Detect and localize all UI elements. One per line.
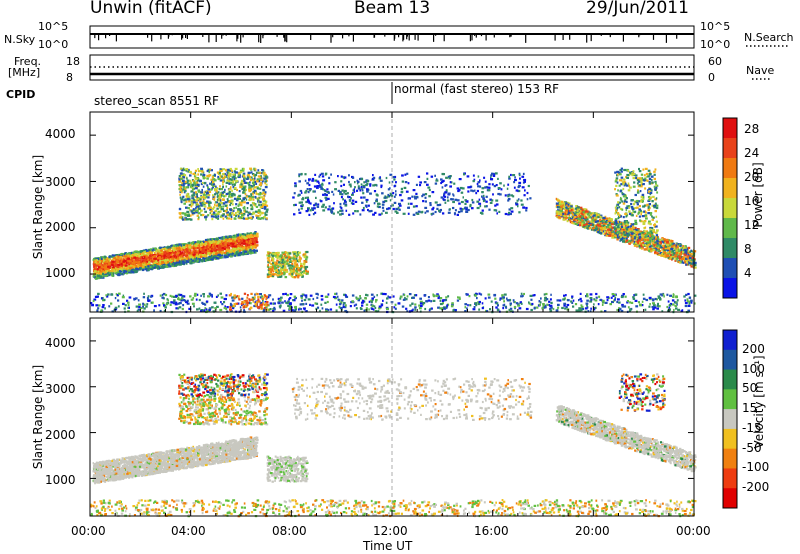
velocity-colorbar-swatch-7 — [723, 468, 737, 489]
velocity-upper-patches — [178, 373, 269, 426]
freq-unit: [MHz] — [8, 66, 41, 79]
power-colorbar-tick: 20 — [744, 170, 760, 184]
nave-tick-bottom: 0 — [708, 71, 715, 84]
power-colorbar-tick: 4 — [744, 266, 752, 280]
xtick-0000: 00:00 — [71, 524, 106, 538]
velocity-colorbar-tick: -15 — [742, 420, 762, 435]
velocity-colorbar-tick: 15 — [742, 401, 758, 416]
power-colorbar-swatch-8 — [723, 278, 737, 299]
power-colorbar-tick: 12 — [744, 218, 760, 232]
power-lower-band — [92, 231, 259, 280]
nave-tick-top: 60 — [708, 55, 722, 68]
power-colorbar-swatch-4 — [723, 198, 737, 219]
freq-tick-top: 18 — [66, 55, 80, 68]
velocity-colorbar-tick: -50 — [742, 440, 762, 455]
velocity-colorbar-swatch-6 — [723, 448, 737, 469]
power-colorbar-swatch-1 — [723, 138, 737, 159]
velocity-midday-clutter — [291, 377, 533, 421]
nsearch-label: N.Search — [744, 31, 794, 44]
power-colorbar-swatch-7 — [723, 258, 737, 279]
power-colorbar-swatch-0 — [723, 118, 737, 139]
velocity-evening-band — [555, 405, 697, 473]
velocity-colorbar-swatch-4 — [723, 409, 737, 430]
power-near-bright — [228, 292, 269, 311]
velocity-ytick-2000: 2000 — [45, 428, 76, 442]
nsearch-tick-top: 10^5 — [700, 20, 731, 33]
velocity-colorbar-tick: 100 — [742, 361, 765, 376]
nsearch-tick-bottom: 10^0 — [700, 38, 731, 51]
power-evening-upper — [613, 167, 659, 239]
velocity-colorbar-tick: 50 — [742, 381, 758, 396]
power-ytick-3000: 3000 — [45, 175, 76, 189]
xtick-0800: 08:00 — [272, 524, 307, 538]
power-ground-scatter — [266, 250, 309, 279]
velocity-evening-upper — [618, 373, 666, 412]
xtick-2400: 00:00 — [676, 524, 711, 538]
power-colorbar-swatch-2 — [723, 158, 737, 179]
velocity-colorbar-swatch-8 — [723, 488, 737, 509]
power-colorbar-tick: 24 — [744, 146, 760, 160]
xtick-0400: 04:00 — [171, 524, 206, 538]
cpid-label: CPID — [6, 88, 36, 101]
nave-label: Nave — [746, 64, 775, 77]
power-colorbar-tick: 16 — [744, 194, 760, 208]
xtick-1600: 16:00 — [474, 524, 509, 538]
power-near-range — [90, 292, 697, 314]
power-ytick-4000: 4000 — [45, 127, 76, 141]
velocity-ground-scatter — [266, 455, 309, 483]
velocity-colorbar-frame — [722, 329, 738, 509]
xtick-1200: 12:00 — [373, 524, 408, 538]
power-ytick-2000: 2000 — [45, 220, 76, 234]
velocity-colorbar-tick: -100 — [742, 460, 770, 475]
velocity-lower-band — [92, 436, 259, 485]
power-ytick-1000: 1000 — [45, 266, 76, 280]
velocity-colorbar-swatch-2 — [723, 369, 737, 390]
nsky-tick-bottom: 10^0 — [38, 38, 69, 51]
nsky-strip-frame — [89, 25, 695, 49]
nsky-tick-top: 10^5 — [38, 20, 69, 33]
velocity-colorbar-tick: 200 — [742, 341, 765, 356]
power-colorbar-swatch-6 — [723, 238, 737, 259]
power-colorbar-frame — [722, 117, 738, 299]
velocity-colorbar-swatch-1 — [723, 349, 737, 371]
x-axis-label: Time UT — [363, 539, 413, 553]
power-upper-patches — [178, 167, 269, 221]
power-midday-clutter — [292, 172, 532, 216]
velocity-ytick-3000: 3000 — [45, 382, 76, 396]
velocity-ytick-1000: 1000 — [45, 473, 76, 487]
velocity-colorbar-swatch-0 — [723, 330, 737, 351]
power-colorbar-swatch-5 — [723, 218, 737, 239]
velocity-ytick-4000: 4000 — [45, 336, 76, 350]
power-colorbar-swatch-3 — [723, 178, 737, 199]
velocity-colorbar-swatch-3 — [723, 389, 737, 410]
freq-label: Freq. — [14, 55, 42, 68]
xtick-2000: 20:00 — [575, 524, 610, 538]
cpid-segment-1: stereo_scan 8551 RF — [94, 94, 219, 108]
date-title: 29/Jun/2011 — [586, 0, 689, 18]
cpid-segment-2: normal (fast stereo) 153 RF — [394, 82, 560, 96]
beam-title: Beam 13 — [354, 0, 431, 18]
nsky-label: N.Sky — [4, 33, 36, 46]
power-colorbar-tick: 28 — [744, 122, 760, 136]
station-title: Unwin (fitACF) — [90, 0, 212, 18]
velocity-colorbar-tick: -200 — [742, 480, 770, 495]
freq-tick-bottom: 8 — [66, 71, 73, 84]
power-colorbar-tick: 8 — [744, 242, 752, 256]
velocity-colorbar-swatch-5 — [723, 428, 737, 450]
nsky-dropouts — [94, 34, 678, 43]
